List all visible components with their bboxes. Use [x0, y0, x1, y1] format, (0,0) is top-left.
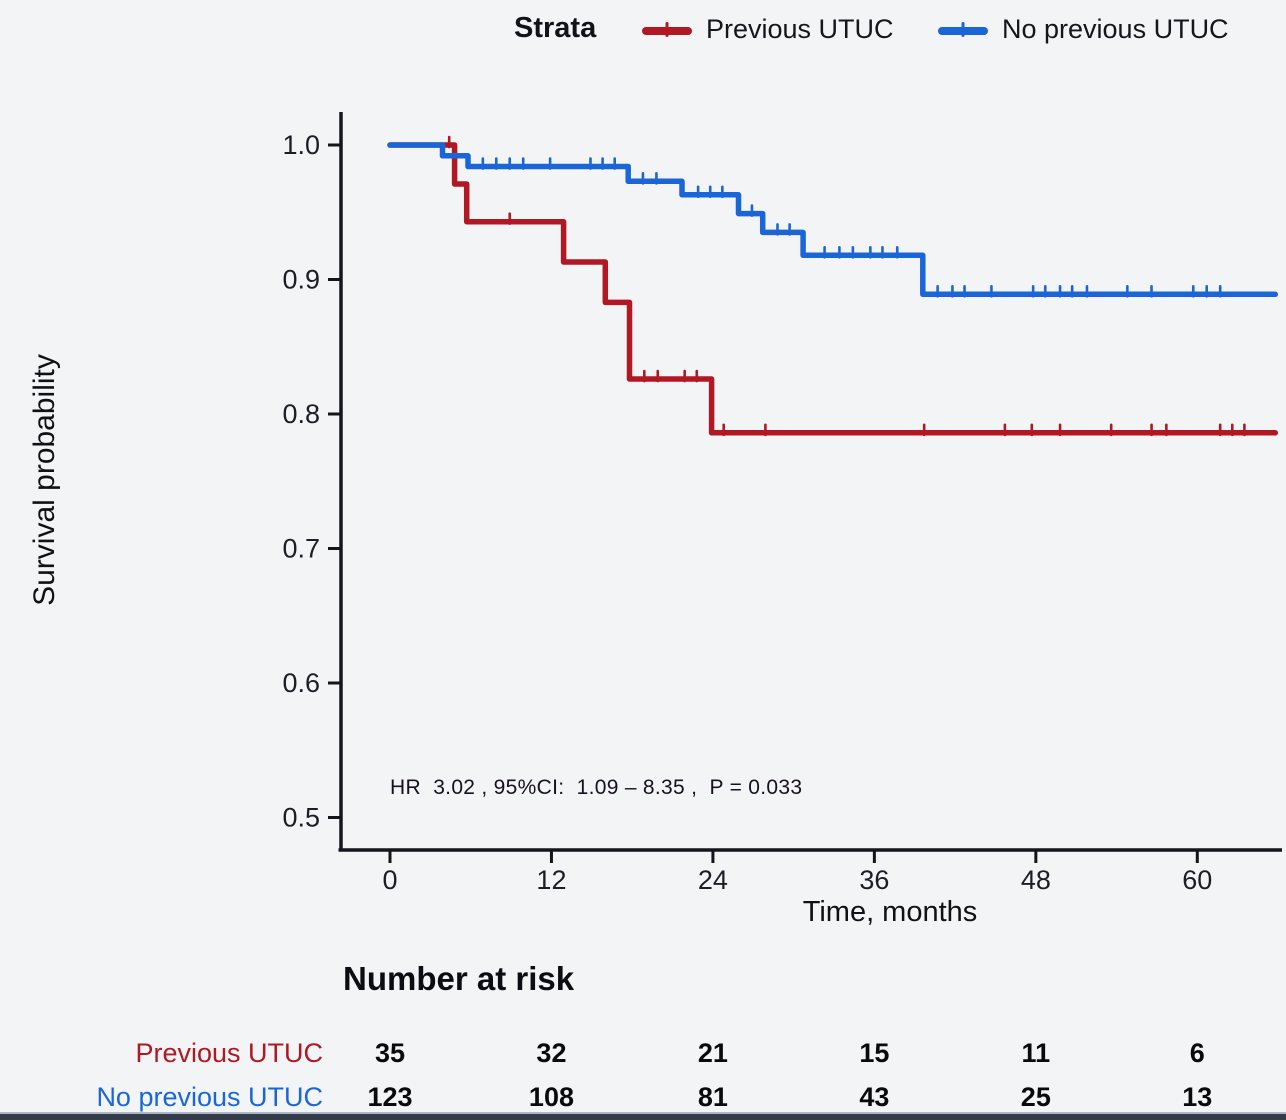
risk-row-label: No previous UTUC: [96, 1082, 323, 1112]
legend-label-previous-utuc: Previous UTUC: [706, 14, 894, 44]
legend-label-no-previous-utuc: No previous UTUC: [1002, 14, 1229, 44]
risk-row-previous-utuc: Previous UTUC 35 32 21 15 11 6: [0, 1038, 1286, 1072]
x-axis-title: Time, months: [802, 896, 978, 928]
risk-count: 32: [536, 1038, 567, 1068]
x-tick-label: 0: [382, 865, 397, 895]
legend-line-icon-previous-utuc: [642, 22, 692, 37]
survival-plot: 1.0 0.9 0.8 0.7 0.6 0.5 0 12 24 36 48 60: [282, 112, 1282, 895]
risk-count: 35: [374, 1038, 406, 1068]
y-tick-label: 0.7: [282, 534, 320, 564]
x-tick-label: 24: [698, 865, 728, 895]
y-tick-label: 1.0: [282, 130, 320, 160]
risk-count: 11: [1021, 1038, 1051, 1068]
x-tick-label: 12: [536, 865, 566, 895]
risk-row-label: Previous UTUC: [135, 1038, 323, 1068]
risk-count: 81: [697, 1082, 728, 1112]
risk-count: 25: [1020, 1082, 1051, 1112]
risk-count: 123: [367, 1082, 413, 1112]
risk-count: 13: [1182, 1082, 1213, 1112]
censor-tick-icon: [665, 22, 669, 37]
risk-row-no-previous-utuc: No previous UTUC 123 108 81 43 25 13: [0, 1082, 1286, 1116]
x-tick-label: 36: [859, 865, 889, 895]
risk-table-title: Number at risk: [343, 960, 575, 997]
cropped-bottom-bar: [0, 1112, 1286, 1120]
risk-count: 21: [697, 1038, 728, 1068]
x-tick-label: 48: [1021, 865, 1051, 895]
risk-count: 43: [859, 1082, 890, 1112]
legend-title: Strata: [514, 12, 597, 44]
y-tick-label: 0.9: [282, 265, 320, 295]
legend-line-icon-no-previous-utuc: [938, 22, 988, 37]
hr-annotation: HR 3.02 , 95%CI: 1.09 – 8.35 , P = 0.033: [390, 776, 803, 799]
censor-tick-icon: [961, 22, 965, 37]
risk-count: 108: [528, 1082, 574, 1112]
risk-count: 6: [1189, 1038, 1205, 1068]
km-curve-previous-utuc: [387, 142, 1279, 436]
y-tick-label: 0.5: [282, 803, 320, 833]
y-tick-label: 0.8: [282, 399, 320, 429]
y-tick-label: 0.6: [282, 668, 320, 698]
x-tick-label: 60: [1182, 865, 1212, 895]
risk-count: 15: [859, 1038, 890, 1068]
